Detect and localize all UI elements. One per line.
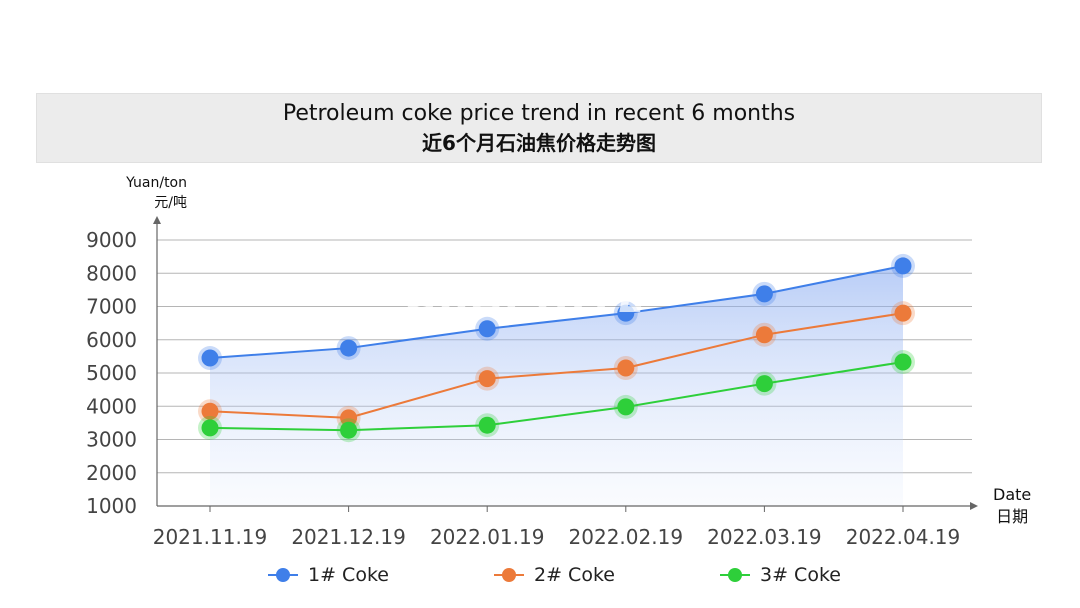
chart-title: Petroleum coke price trend in recent 6 m… [282,101,796,126]
data-point-1-coke [201,349,219,367]
x-tick-label: 2022.01.19 [430,525,545,549]
x-axis-arrow [970,502,978,510]
x-tick-label: 2022.02.19 [569,525,684,549]
data-point-1-coke [478,320,496,338]
series-area-1-coke [210,265,903,506]
y-tick-label: 7000 [86,295,137,319]
legend-item: 1# Coke [268,560,389,590]
data-point-2-coke [755,326,773,344]
legend-label: 3# Coke [760,564,841,586]
data-point-3-coke [478,416,496,434]
y-axis-arrow [153,216,161,224]
chart-title-box: Petroleum coke price trend in recent 6 m… [36,93,1042,163]
x-tick-label: 2021.12.19 [291,525,406,549]
data-point-1-coke [755,285,773,303]
y-axis-label: Yuan/ton 元/吨 [126,173,187,213]
y-tick-label: 3000 [86,428,137,452]
y-tick-label: 1000 [86,494,137,518]
legend-dot [728,568,742,582]
legend-item: 2# Coke [494,560,615,590]
legend-label: 2# Coke [534,564,615,586]
legend-dot [276,568,290,582]
data-point-2-coke [340,409,358,427]
data-point-2-coke [201,402,219,420]
legend-marker [494,568,524,582]
y-tick-label: 8000 [86,261,137,285]
y-tick-label: 5000 [86,361,137,385]
data-point-3-coke [894,353,912,371]
y-tick-label: 9000 [86,228,137,252]
axes [153,216,978,512]
data-point-2-coke [478,370,496,388]
y-tick-label: 2000 [86,461,137,485]
tick-labels: 1000 2000 3000 4000 5000 6000 7000 8000 9000 2021… [86,228,960,549]
data-point-3-coke [755,375,773,393]
x-tick-label: 2021.11.19 [153,525,268,549]
data-point-3-coke [340,421,358,439]
data-point-1-coke [617,304,635,322]
legend: 1# Coke 2# Coke 3# Coke [0,560,1080,590]
x-axis-label: Date 日期 [993,484,1031,528]
legend-marker [268,568,298,582]
data-point-2-coke [894,304,912,322]
y-axis-label-en: Yuan/ton [126,175,187,191]
legend-label: 1# Coke [308,564,389,586]
y-axis-label-zh: 元/吨 [154,195,187,211]
legend-item: 3# Coke [720,560,841,590]
series-lines [209,264,904,432]
x-tick-label: 2022.04.19 [846,525,961,549]
x-axis-label-zh: 日期 [996,507,1029,526]
series-line-1-coke [209,264,904,360]
series-line-2-coke [209,312,904,419]
series-points [198,253,915,443]
x-axis-label-en: Date [993,485,1032,504]
chart-subtitle: 近6个月石油焦价格走势图 [422,131,656,155]
legend-dot [502,568,516,582]
data-point-1-coke [894,257,912,275]
area-fill [210,265,903,506]
data-point-1-coke [340,339,358,357]
watermark: GRAPHITE [405,276,648,322]
x-tick-label: 2022.03.19 [707,525,822,549]
series-line-3-coke [209,361,904,432]
data-point-3-coke [617,398,635,416]
y-tick-label: 6000 [86,328,137,352]
data-point-2-coke [617,359,635,377]
legend-marker [720,568,750,582]
y-tick-label: 4000 [86,394,137,418]
data-point-3-coke [201,419,219,437]
